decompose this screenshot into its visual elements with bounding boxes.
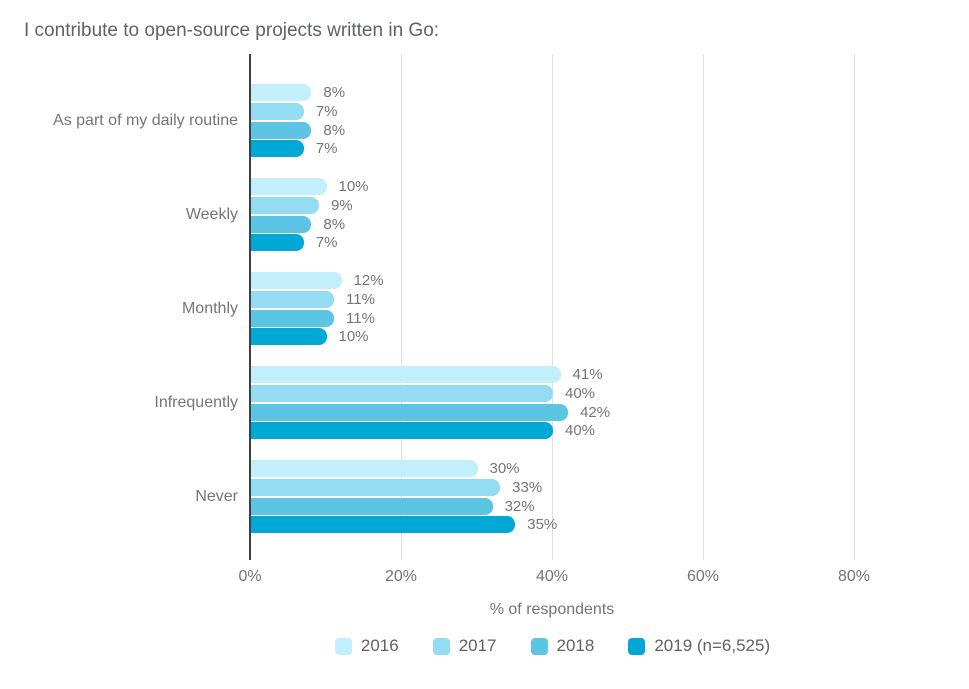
bar-value-label: 8%: [323, 215, 346, 233]
bar-value-label: 11%: [346, 309, 375, 327]
bar-value-label: 10%: [338, 178, 369, 195]
bar-value-label: 40%: [565, 384, 596, 402]
bar-value-label: 10%: [338, 328, 369, 346]
bar-value-label: 33%: [512, 478, 543, 496]
bar-2018-3: [251, 309, 335, 327]
category-label: Weekly: [185, 205, 238, 223]
legend-label: 2017: [458, 636, 497, 655]
bar-2019-5: [251, 516, 516, 534]
bar-value-label: 11%: [346, 290, 375, 308]
bar-value-label: 40%: [565, 422, 596, 440]
bar-2018-2: [251, 215, 312, 233]
category-label: Infrequently: [154, 393, 238, 411]
bar-2016-4: [251, 366, 561, 383]
legend-item-2018: 2018: [530, 636, 595, 656]
bar-2018-1: [251, 121, 312, 139]
x-axis-title: % of respondents: [489, 601, 615, 618]
legend-swatch: [432, 637, 450, 655]
gridline: [401, 54, 402, 560]
bar-2018-4: [251, 403, 569, 421]
bar-2017-4: [251, 384, 553, 402]
legend-swatch: [334, 637, 352, 655]
bar-value-label: 7%: [315, 140, 338, 158]
bar-value-label: 9%: [330, 196, 353, 214]
bar-2017-5: [251, 478, 501, 496]
legend-item-2016: 2016: [334, 636, 399, 656]
legend-label: 2019 (n=6,525): [654, 636, 771, 655]
bar-2016-1: [251, 84, 312, 101]
bar-value-label: 35%: [527, 516, 558, 534]
bar-value-label: 12%: [353, 272, 384, 289]
category-label: Never: [195, 487, 238, 505]
legend-swatch: [628, 637, 646, 655]
x-tick-label: 60%: [686, 568, 720, 585]
x-tick-label: 20%: [384, 568, 418, 585]
legend-item-2019: 2019 (n=6,525): [628, 636, 770, 656]
chart-title: I contribute to open-source projects wri…: [24, 20, 440, 41]
category-label: As part of my daily routine: [53, 111, 238, 129]
bar-2019-4: [251, 422, 553, 440]
bar-value-label: 41%: [572, 366, 603, 383]
bar-value-label: 7%: [315, 102, 338, 120]
x-tick-label: 40%: [535, 568, 569, 585]
bar-2017-2: [251, 196, 319, 214]
legend-label: 2018: [556, 636, 595, 655]
gridline: [854, 54, 855, 560]
bar-value-label: 32%: [504, 497, 535, 515]
bar-2019-1: [251, 140, 304, 158]
x-tick-label: 0%: [238, 568, 262, 585]
category-label: Monthly: [181, 299, 238, 317]
bar-2019-2: [251, 234, 304, 252]
bar-2016-5: [251, 460, 478, 477]
bar-value-label: 7%: [315, 234, 338, 252]
legend-item-2017: 2017: [432, 636, 497, 656]
gridline: [703, 54, 704, 560]
bar-2018-5: [251, 497, 493, 515]
bar-2019-3: [251, 328, 327, 346]
y-axis-line: [249, 54, 251, 560]
bar-value-label: 8%: [323, 121, 346, 139]
legend-swatch: [530, 637, 548, 655]
bar-value-label: 42%: [580, 403, 611, 421]
bar-value-label: 8%: [323, 84, 346, 101]
bar-value-label: 30%: [489, 460, 520, 477]
gridline: [552, 54, 553, 560]
legend-label: 2016: [360, 636, 399, 655]
x-tick-label: 80%: [837, 568, 871, 585]
chart-legend: 2016 2017 2018 2019 (n=6,525): [250, 636, 855, 656]
bar-2016-2: [251, 178, 327, 195]
bar-2017-1: [251, 102, 304, 120]
bar-2016-3: [251, 272, 342, 289]
bar-2017-3: [251, 290, 335, 308]
